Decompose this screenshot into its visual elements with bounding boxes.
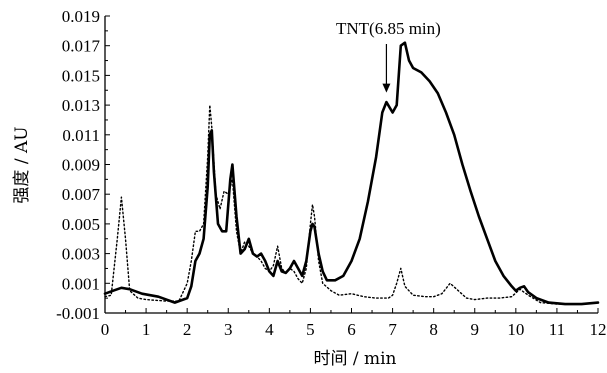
x-tick-label: 1 — [142, 320, 151, 339]
tick-marks — [104, 15, 599, 314]
x-tick-label: 11 — [549, 320, 565, 339]
y-tick-label: 0.003 — [62, 245, 100, 264]
x-tick-label: 0 — [101, 320, 110, 339]
y-tick-label: 0.013 — [62, 96, 100, 115]
y-tick-label: 0.001 — [62, 274, 100, 293]
y-tick-label: 0.019 — [62, 7, 100, 26]
x-tick-label: 6 — [347, 320, 356, 339]
x-tick-label: 8 — [429, 320, 438, 339]
series-line-dotted — [104, 104, 599, 305]
x-tick-label: 4 — [265, 320, 274, 339]
y-tick-label: 0.017 — [62, 37, 101, 56]
y-tick-label: 0.005 — [62, 215, 100, 234]
annotation-arrow-head — [382, 83, 391, 93]
y-tick-label: 0.015 — [62, 66, 100, 85]
x-tick-label: 3 — [224, 320, 233, 339]
series-line-solid — [103, 41, 600, 306]
x-tick-label: 12 — [590, 320, 607, 339]
axes — [104, 16, 598, 314]
x-tick-label: 7 — [388, 320, 397, 339]
x-tick-label: 5 — [306, 320, 315, 339]
y-tick-label: 0.011 — [62, 126, 100, 145]
x-tick-labels: 0 1 2 3 4 5 6 7 8 9 10 11 12 — [101, 320, 607, 339]
y-tick-labels: -0.001 0.001 0.003 0.005 0.007 0.009 0.011 0.01… — [56, 7, 100, 323]
y-tick-label: 0.007 — [62, 185, 101, 204]
x-tick-label: 10 — [507, 320, 524, 339]
x-tick-label: 9 — [471, 320, 480, 339]
x-axis-title: 时间 / min — [313, 349, 396, 369]
x-tick-label: 2 — [183, 320, 192, 339]
y-tick-label: -0.001 — [56, 304, 100, 323]
annotations: TNT(6.85 min) — [336, 19, 441, 93]
series-lines — [103, 41, 600, 306]
y-axis-title: 强度 / AU — [12, 126, 32, 203]
tnt-annotation-label: TNT(6.85 min) — [336, 19, 441, 38]
y-tick-label: 0.009 — [62, 156, 100, 175]
